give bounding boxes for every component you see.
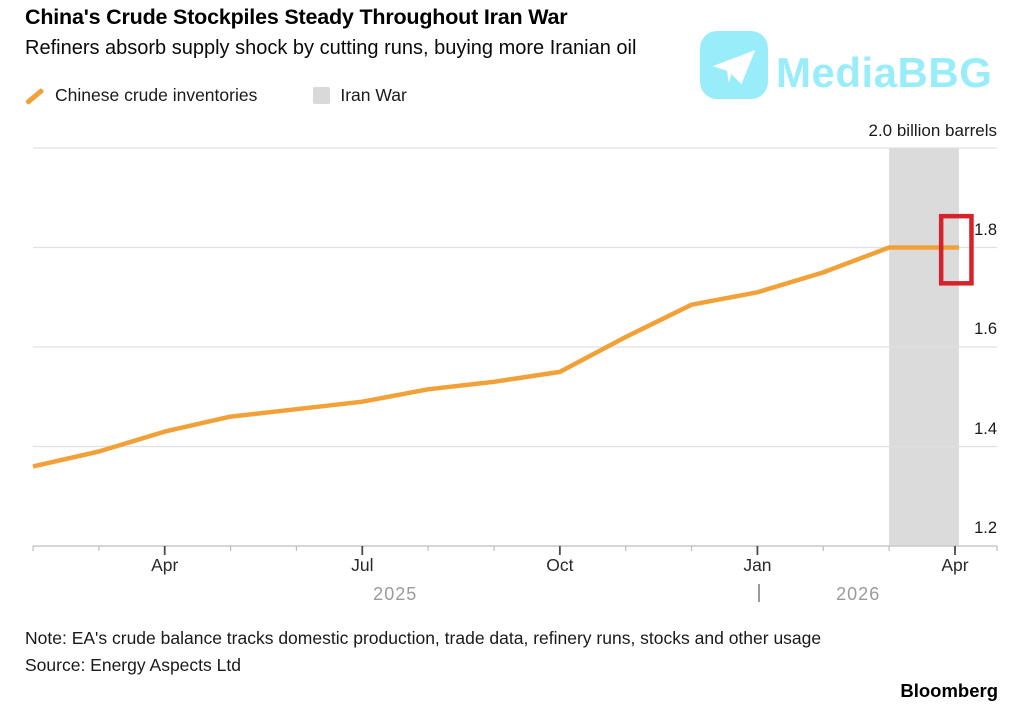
chart-title: China's Crude Stockpiles Steady Througho… <box>25 5 568 29</box>
x-tick-label-oct: Oct <box>546 555 574 575</box>
legend-label-chinese-crude-inventories: Chinese crude inventories <box>55 85 258 105</box>
x-tick-label-jan: Jan <box>743 555 772 575</box>
y-tick-label-1.8: 1.8 <box>974 220 997 239</box>
legend-label-iran-war: Iran War <box>340 85 407 105</box>
inventory-line <box>32 245 959 469</box>
chart-subtitle: Refiners absorb supply shock by cutting … <box>25 37 637 59</box>
chart-legend: Chinese crude inventories Iran War <box>25 85 407 106</box>
year-divider <box>758 584 761 602</box>
highlight-box <box>938 213 974 286</box>
year-label-2025: 2025 <box>373 584 418 604</box>
y-axis-unit-label: 2.0 billion barrels <box>868 121 997 140</box>
chart-source: Source: Energy Aspects Ltd <box>25 655 241 675</box>
y-tick-label-1.6: 1.6 <box>974 320 997 338</box>
chart-note: Note: EA's crude balance tracks domestic… <box>25 628 822 648</box>
legend-item-chinese-crude-inventories: Chinese crude inventories <box>25 85 257 106</box>
x-tick-label-jul: Jul <box>351 555 374 575</box>
square-swatch-icon <box>313 87 331 104</box>
bloomberg-logo: Bloomberg <box>900 680 998 701</box>
y-tick-label-1.2: 1.2 <box>974 519 997 537</box>
x-tick-label-apr: Apr <box>151 555 179 575</box>
year-label-2026: 2026 <box>836 584 881 604</box>
legend-item-iran-war: Iran War <box>313 85 407 106</box>
y-tick-label-1.4: 1.4 <box>974 419 997 438</box>
x-tick-label-apr: Apr <box>941 555 969 575</box>
